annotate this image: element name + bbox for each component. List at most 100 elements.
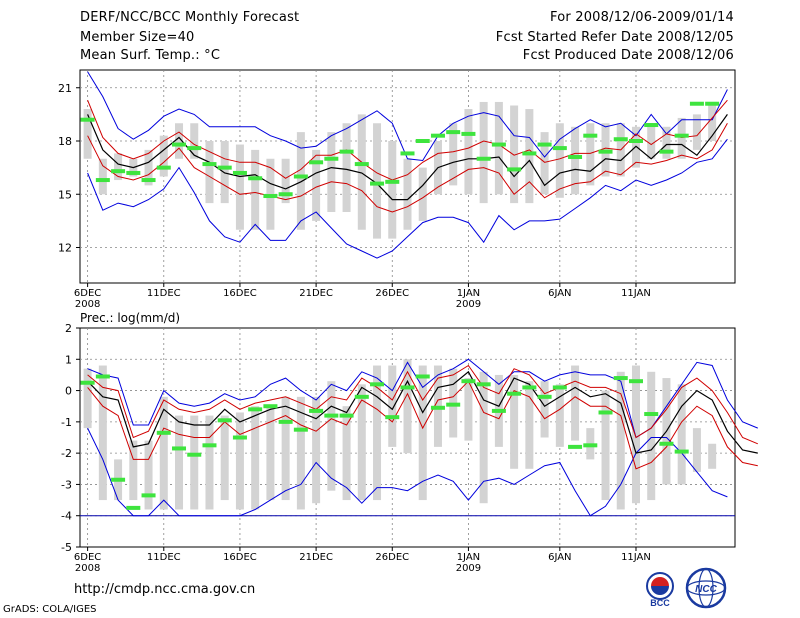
median-marker — [309, 408, 324, 413]
median-marker — [568, 444, 583, 449]
median-marker — [126, 505, 141, 510]
ncc-logo-text: NCC — [695, 584, 717, 595]
median-marker — [415, 139, 430, 143]
median-marker — [446, 402, 461, 407]
median-marker — [370, 382, 385, 387]
ensemble-box — [235, 144, 244, 230]
ensemble-box — [692, 428, 701, 472]
ensemble-box — [327, 381, 336, 491]
median-marker — [263, 194, 278, 199]
median-marker — [278, 419, 293, 424]
ensemble-box — [677, 384, 686, 485]
chart-title: DERF/NCC/BCC Monthly Forecast — [80, 10, 300, 25]
ensemble-box — [418, 167, 427, 221]
y-tick-label: 2 — [65, 322, 72, 335]
median-marker — [293, 427, 308, 432]
median-marker — [552, 385, 567, 390]
ensemble-box — [159, 396, 168, 510]
ensemble-box — [296, 132, 305, 230]
median-marker — [400, 385, 415, 390]
median-marker — [628, 379, 643, 384]
median-marker — [95, 178, 110, 183]
ensemble-box — [83, 109, 92, 159]
median-marker — [293, 174, 308, 179]
ensemble-box — [144, 149, 153, 186]
ensemble-box — [312, 396, 321, 504]
median-marker — [613, 376, 628, 381]
ensemble-box — [159, 135, 168, 177]
median-marker — [705, 101, 720, 106]
median-marker — [644, 123, 659, 128]
y-tick-label: -4 — [61, 510, 72, 523]
median-marker — [385, 179, 400, 184]
start-date-label: Fcst Started Refer Date 2008/12/05 — [495, 30, 734, 45]
median-marker — [172, 446, 187, 451]
median-marker — [156, 430, 171, 435]
median-marker — [461, 379, 476, 384]
median-marker — [461, 131, 476, 136]
median-marker — [354, 394, 369, 399]
ensemble-box — [525, 109, 534, 204]
x-year-label: 2008 — [75, 299, 100, 310]
median-marker — [491, 142, 506, 147]
ensemble-box — [98, 158, 107, 195]
plot-frame — [79, 69, 736, 284]
ensemble-box — [190, 415, 199, 510]
ensemble-box — [83, 368, 92, 429]
ensemble-box — [601, 390, 610, 501]
y-tick-label: 1 — [65, 353, 72, 366]
ensemble-box — [418, 365, 427, 501]
y-tick-label: -3 — [61, 478, 72, 491]
median-marker — [141, 493, 156, 498]
ensemble-box — [571, 365, 580, 441]
median-marker — [111, 169, 126, 174]
median-marker — [217, 165, 232, 170]
median-marker — [568, 154, 583, 159]
ensemble-box — [327, 132, 336, 212]
variable-label: Mean Surf. Temp.: °C — [80, 48, 221, 63]
ensemble-mean-line — [87, 370, 758, 454]
x-tick-label: 11DEC — [147, 552, 181, 563]
ensemble-box — [98, 365, 107, 501]
median-marker — [95, 374, 110, 379]
median-marker — [430, 405, 445, 410]
median-marker — [309, 160, 324, 165]
upper-sd-line — [87, 364, 758, 445]
median-marker — [491, 408, 506, 413]
y-tick-label: 12 — [58, 242, 72, 255]
median-marker — [385, 415, 400, 420]
ensemble-box — [281, 158, 290, 204]
median-marker — [339, 149, 354, 154]
median-marker — [537, 142, 552, 147]
ensemble-box — [175, 123, 184, 159]
produced-date-label: Fcst Produced Date 2008/12/06 — [522, 48, 734, 63]
ensemble-box — [571, 126, 580, 195]
max-line — [87, 71, 728, 162]
ensemble-box — [312, 149, 321, 221]
lower-sd-line — [87, 123, 728, 213]
ensemble-box — [510, 374, 519, 469]
ensemble-box — [555, 384, 564, 447]
x-tick-label: 16DEC — [223, 288, 257, 299]
median-marker — [354, 162, 369, 167]
x-tick-label: 6DEC — [74, 552, 101, 563]
median-marker — [141, 178, 156, 183]
ensemble-box — [692, 114, 701, 150]
median-marker — [659, 441, 674, 446]
ensemble-box — [296, 396, 305, 510]
x-tick-label: 6JAN — [548, 288, 571, 299]
ensemble-box — [235, 412, 244, 510]
median-marker — [446, 130, 461, 135]
x-year-label: 2009 — [456, 299, 481, 310]
source-url[interactable]: http://cmdp.ncc.cma.gov.cn — [74, 582, 256, 597]
median-marker — [613, 137, 628, 142]
median-marker — [172, 142, 187, 147]
ensemble-box — [114, 153, 123, 181]
ensemble-box — [708, 105, 717, 141]
ensemble-box — [449, 123, 458, 186]
grads-credit: GrADS: COLA/IGES — [3, 604, 97, 615]
median-marker — [659, 149, 674, 154]
x-year-label: 2008 — [75, 563, 100, 574]
